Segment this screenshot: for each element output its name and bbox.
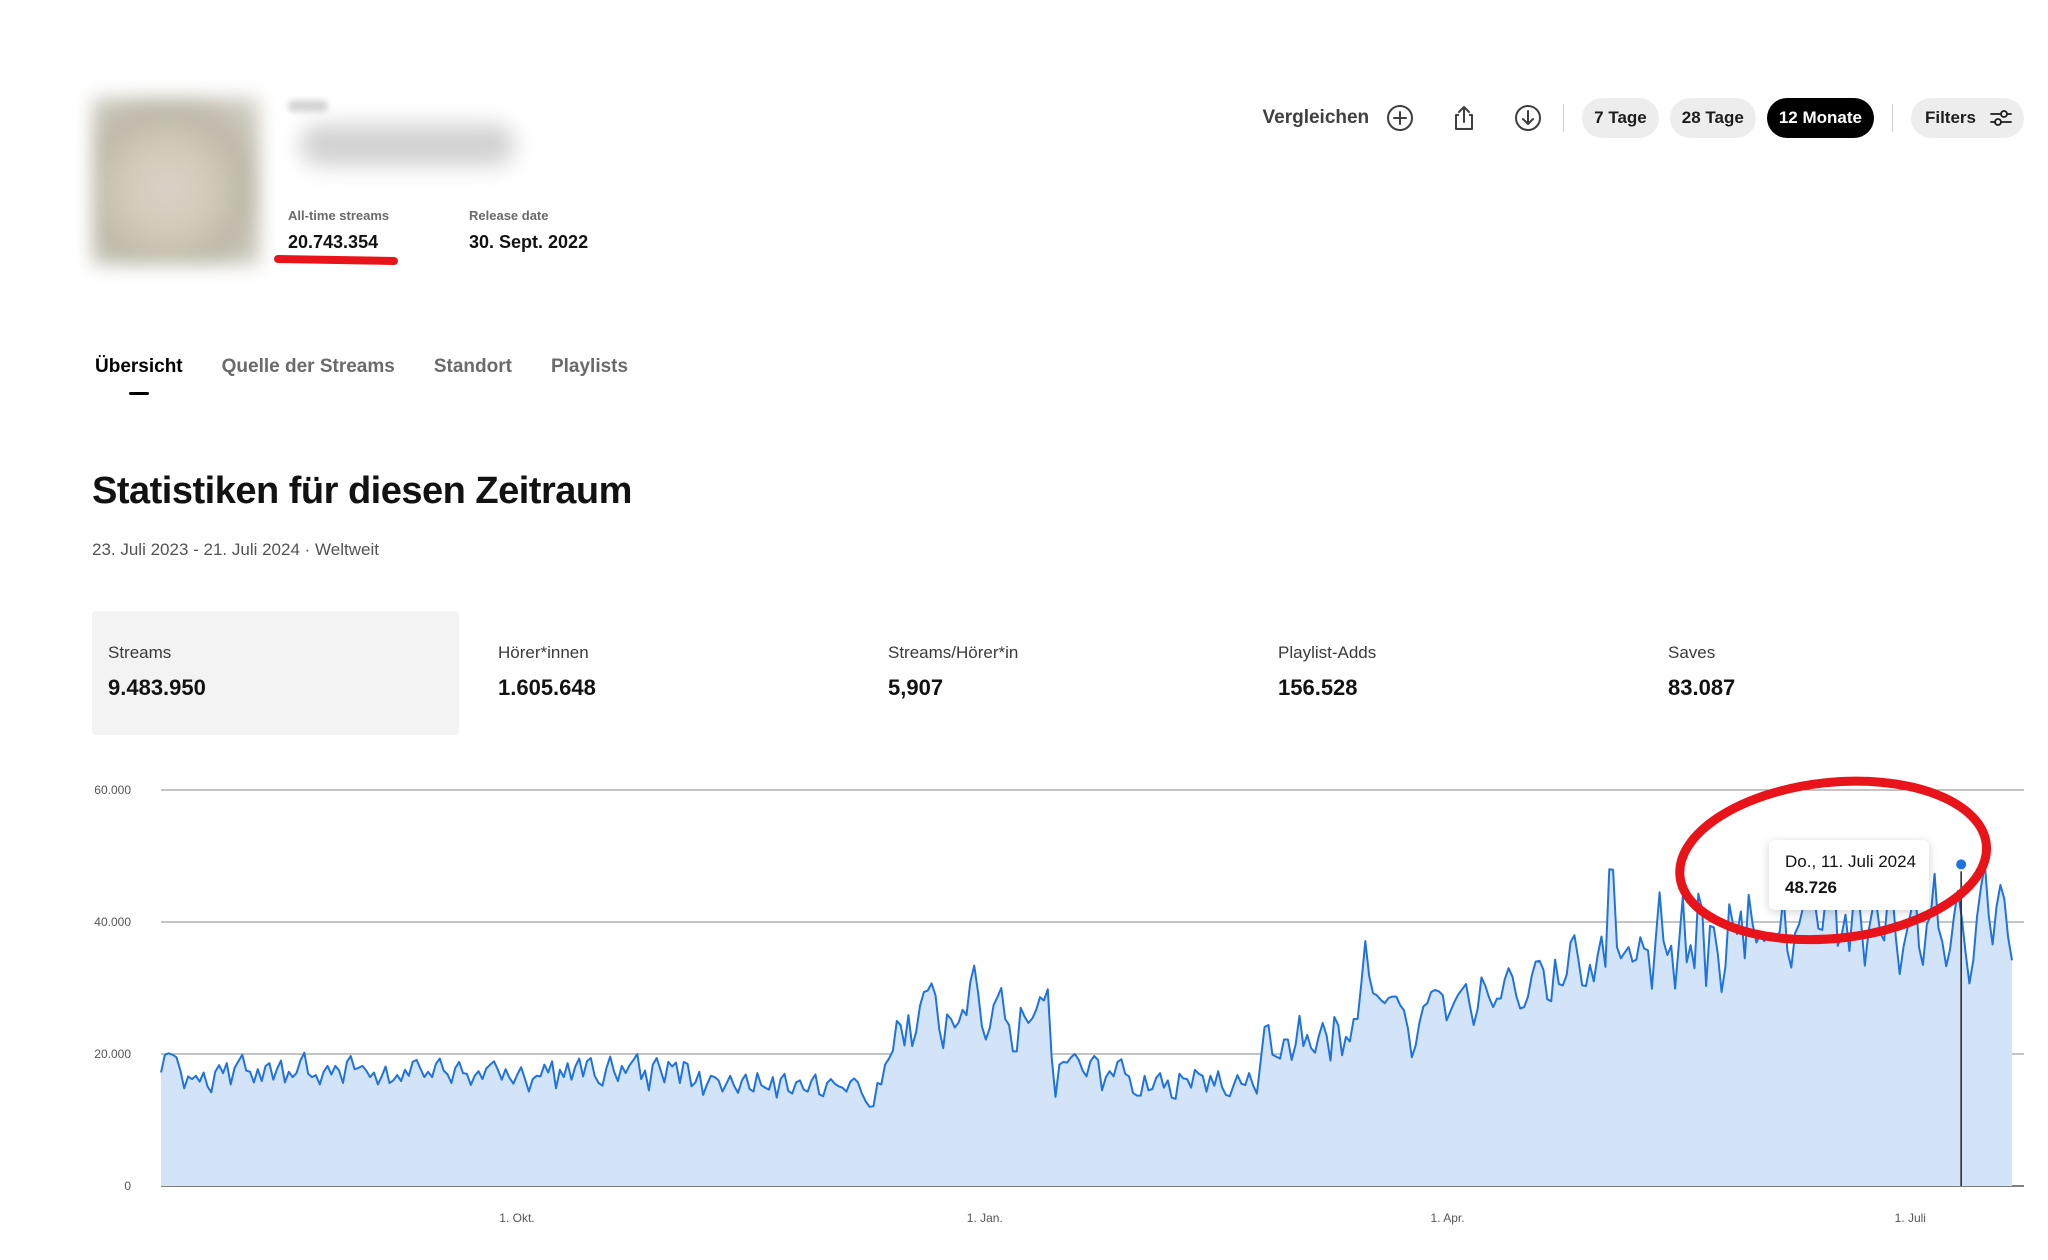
stat-card-playlist-adds[interactable]: Playlist-Adds 156.528 <box>1262 611 1652 735</box>
meta-label: Release date <box>469 208 549 223</box>
hover-point <box>1954 857 1969 872</box>
stat-value: 5,907 <box>888 675 944 700</box>
date-range-subtitle: 23. Juli 2023 - 21. Juli 2024 · Weltweit <box>92 540 379 559</box>
compare-button[interactable] <box>1383 101 1417 135</box>
streams-chart[interactable]: 60.000 40.000 20.000 0 1. Okt. 1. Jan. 1. Apr… <box>0 770 2048 1240</box>
tab-location[interactable]: Standort <box>433 356 512 377</box>
song-kind-label-blurred <box>288 100 328 112</box>
filters-button[interactable]: Filters <box>1910 98 2024 138</box>
stat-label: Streams <box>108 643 172 662</box>
y-tick-label: 40.000 <box>94 915 131 929</box>
stat-label: Hörer*innen <box>498 643 589 662</box>
stat-value: 1.605.648 <box>498 675 596 700</box>
divider <box>1563 104 1565 132</box>
stat-label: Saves <box>1668 643 1716 662</box>
stat-value: 83.087 <box>1668 675 1736 700</box>
range-28-days[interactable]: 28 Tage <box>1669 98 1756 138</box>
compare-label[interactable]: Vergleichen <box>1262 107 1370 128</box>
filters-label: Filters <box>1924 108 1976 127</box>
highlight-underline-marker <box>273 254 399 266</box>
section-title: Statistiken für diesen Zeitraum <box>92 470 632 512</box>
meta-label: All-time streams <box>288 208 390 223</box>
chart-tooltip: Do., 11. Juli 2024 48.726 <box>1769 840 1929 910</box>
stat-value: 9.483.950 <box>108 675 206 700</box>
tooltip-value: 48.726 <box>1785 878 1837 897</box>
tooltip-date: Do., 11. Juli 2024 <box>1785 852 1917 871</box>
release-date: Release date 30. Sept. 2022 <box>469 208 588 253</box>
download-button[interactable] <box>1511 101 1545 135</box>
tab-stream-sources[interactable]: Quelle der Streams <box>221 356 395 377</box>
highlight-circle-marker <box>1675 776 1992 945</box>
share-icon <box>1455 106 1474 130</box>
streams-line <box>160 855 2013 1108</box>
y-tick-label: 60.000 <box>94 783 131 797</box>
stat-card-streams[interactable]: Streams 9.483.950 <box>92 611 459 735</box>
stat-card-listeners[interactable]: Hörer*innen 1.605.648 <box>482 611 872 735</box>
range-12-months[interactable]: 12 Monate <box>1766 98 1874 138</box>
stats-row: Streams 9.483.950 Hörer*innen 1.605.648 … <box>92 611 2042 735</box>
sliders-icon <box>1990 110 2012 126</box>
stat-value: 156.528 <box>1278 675 1358 700</box>
plus-circle-icon <box>1387 105 1414 131</box>
download-icon <box>1515 105 1542 131</box>
y-tick-label: 20.000 <box>94 1047 131 1061</box>
stat-card-saves[interactable]: Saves 83.087 <box>1652 611 2042 735</box>
x-tick-label: 1. Okt. <box>499 1211 534 1225</box>
y-tick-label: 0 <box>124 1179 131 1193</box>
stat-label: Streams/Hörer*in <box>888 643 1019 662</box>
stat-card-streams-per-listener[interactable]: Streams/Hörer*in 5,907 <box>872 611 1262 735</box>
divider <box>1891 104 1893 132</box>
toolbar: Vergleichen 7 Tage 28 Tage 12 Monate Fil… <box>1262 96 2024 140</box>
song-title-blurred <box>300 124 515 166</box>
all-time-streams: All-time streams 20.743.354 <box>288 208 389 253</box>
streams-area <box>161 856 2012 1186</box>
meta-value: 20.743.354 <box>288 232 379 252</box>
stat-label: Playlist-Adds <box>1278 643 1377 662</box>
range-7-days[interactable]: 7 Tage <box>1582 98 1659 138</box>
x-tick-label: 1. Juli <box>1895 1211 1926 1225</box>
meta-value: 30. Sept. 2022 <box>469 232 589 252</box>
tab-overview[interactable]: Übersicht <box>95 356 183 377</box>
tab-bar: Übersicht Quelle der Streams Standort Pl… <box>95 356 628 378</box>
x-tick-label: 1. Apr. <box>1431 1211 1465 1225</box>
tab-playlists[interactable]: Playlists <box>550 356 629 377</box>
x-tick-label: 1. Jan. <box>967 1211 1003 1225</box>
cover-art <box>92 97 260 265</box>
share-button[interactable] <box>1447 101 1481 135</box>
